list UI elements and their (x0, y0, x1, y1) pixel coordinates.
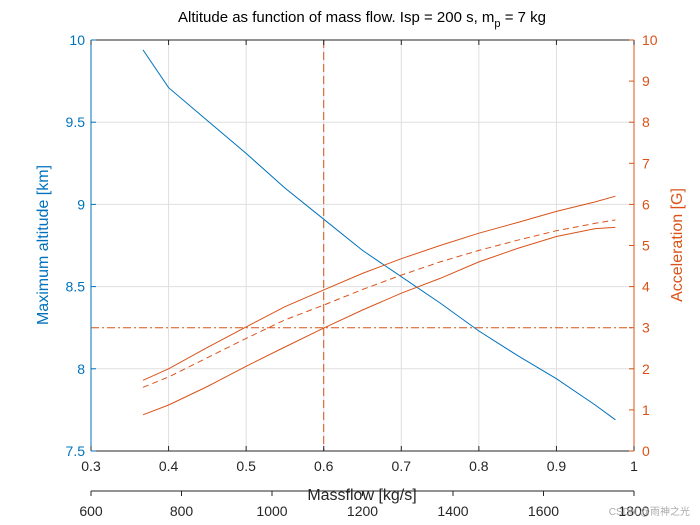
series-line-3 (142, 226, 616, 416)
y-right-tick-label: 9 (642, 73, 650, 89)
series-line-0 (142, 49, 616, 421)
x2-tick-label: 1000 (256, 503, 287, 519)
y-left-label: Maximum altitude [km] (35, 165, 52, 325)
x-tick-label: 0.3 (81, 458, 101, 474)
x2-tick-label: 1400 (437, 503, 468, 519)
y-right-tick-label: 3 (642, 320, 650, 336)
y-left-tick-label: 8.5 (66, 279, 86, 295)
x2-tick-label: 1600 (528, 503, 559, 519)
y-left-tick-label: 9.5 (66, 114, 86, 130)
y-right-tick-label: 8 (642, 114, 650, 130)
plot-area (91, 40, 634, 451)
y-left-tick-label: 9 (77, 196, 85, 212)
series-line-1 (142, 195, 616, 381)
x2-tick-label: 1200 (347, 503, 378, 519)
y-right-tick-label: 5 (642, 238, 650, 254)
x-tick-label: 0.5 (236, 458, 256, 474)
x-tick-label: 0.9 (547, 458, 567, 474)
y-right-tick-label: 10 (642, 32, 658, 48)
y-right-tick-label: 1 (642, 402, 650, 418)
grid (90, 39, 635, 452)
x2-tick-label: 1800 (618, 503, 649, 519)
y-right-tick-label: 4 (642, 279, 650, 295)
chart-title: Altitude as function of mass flow. Isp =… (178, 9, 546, 30)
x2-tick-label: 600 (79, 503, 103, 519)
y-left-tick-label: 10 (69, 32, 85, 48)
x-label: Massflow [kg/s] (307, 487, 416, 504)
y-right-label: Acceleration [G] (669, 188, 686, 302)
series-line-2 (142, 219, 616, 388)
y-right-tick-label: 6 (642, 196, 650, 212)
x-tick-label: 0.4 (159, 458, 179, 474)
y-right-tick-label: 0 (642, 443, 650, 459)
y-left-tick-label: 8 (77, 361, 85, 377)
watermark: CSDN @雨神之光 (609, 505, 690, 518)
y-left-tick-label: 7.5 (66, 443, 86, 459)
y-right-tick-label: 2 (642, 361, 650, 377)
axes: 0.3 0.4 0.5 0.6 0.7 0.8 0.9 17.588.599.51001234… (66, 32, 658, 519)
x-tick-label: 1 (630, 458, 638, 474)
x-tick-label: 0.8 (469, 458, 489, 474)
x-tick-label: 0.6 (314, 458, 334, 474)
y-right-tick-label: 7 (642, 155, 650, 171)
x-tick-label: 0.7 (392, 458, 412, 474)
x2-tick-label: 800 (170, 503, 194, 519)
